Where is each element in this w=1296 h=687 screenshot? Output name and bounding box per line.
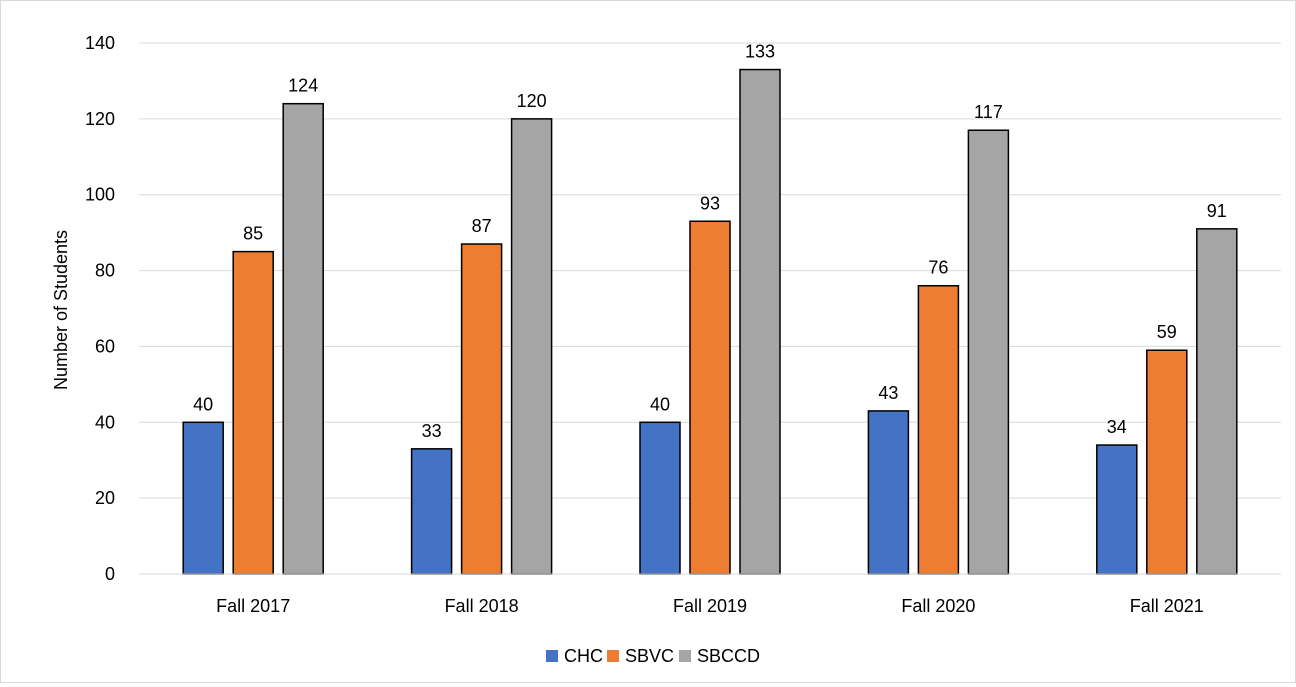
data-label: 76 [928,258,948,278]
data-label: 133 [745,42,775,62]
legend-label: SBCCD [697,646,760,666]
bar-sbccd-fall-2018 [510,118,553,575]
legend-label: SBVC [625,646,674,666]
data-label: 93 [700,193,720,213]
legend-label: CHC [564,646,603,666]
bar-sbvc-fall-2017 [232,250,274,575]
legend-item-sbvc: SBVC [607,646,674,666]
x-tick-label: Fall 2018 [445,596,519,616]
bar-chc-fall-2018 [410,448,453,575]
data-label: 117 [974,102,1003,122]
bar-sbvc-fall-2018 [460,243,503,575]
y-tick-labels: 0 20 40 60 80 100 120 140 [85,33,115,584]
y-tick-label: 100 [85,185,115,205]
x-tick-label: Fall 2017 [216,596,290,616]
data-label: 33 [422,421,442,441]
y-tick-label: 60 [95,336,115,356]
y-axis-label: Number of Students [51,230,71,390]
x-tick-label: Fall 2021 [1130,596,1204,616]
bar-sbccd-fall-2020 [967,129,1010,575]
legend-item-chc: CHC [546,646,603,666]
data-label: 87 [472,216,492,236]
legend-item-sbccd: SBCCD [679,646,760,666]
data-label: 40 [650,394,670,414]
legend: CHC SBVC SBCCD [546,646,760,666]
bar-chc-fall-2021 [1096,444,1138,575]
legend-swatch [607,650,619,662]
bar-sbvc-fall-2021 [1146,349,1188,575]
bar-sbvc-fall-2019 [689,220,731,575]
legend-swatch [546,650,558,662]
data-labels: 40 85 124 33 87 120 40 93 133 43 76 117 34 59 91 [193,42,1227,441]
data-label: 91 [1207,201,1227,221]
y-tick-label: 20 [95,488,115,508]
x-tick-label: Fall 2020 [901,596,975,616]
data-label: 59 [1157,322,1177,342]
bar-sbccd-fall-2017 [282,102,324,575]
data-label: 40 [193,394,213,414]
data-label: 85 [243,224,263,244]
bar-sbvc-fall-2020 [917,284,960,575]
y-tick-label: 140 [85,33,115,53]
data-label: 120 [517,91,547,111]
y-tick-label: 0 [105,564,115,584]
legend-swatch [679,650,691,662]
x-tick-label: Fall 2019 [673,596,747,616]
bars [182,68,1238,575]
bar-chc-fall-2020 [867,410,910,575]
bar-sbccd-fall-2019 [739,68,781,575]
bar-chc-fall-2017 [182,421,224,575]
data-label: 34 [1107,417,1127,437]
bar-sbccd-fall-2021 [1196,228,1238,575]
y-tick-label: 80 [95,261,115,281]
y-tick-label: 40 [95,412,115,432]
y-tick-label: 120 [85,109,115,129]
data-label: 124 [288,76,318,96]
x-tick-labels: Fall 2017 Fall 2018 Fall 2019 Fall 2020 Fall… [216,596,1204,616]
data-label: 43 [878,383,898,403]
bar-chc-fall-2019 [639,421,681,575]
